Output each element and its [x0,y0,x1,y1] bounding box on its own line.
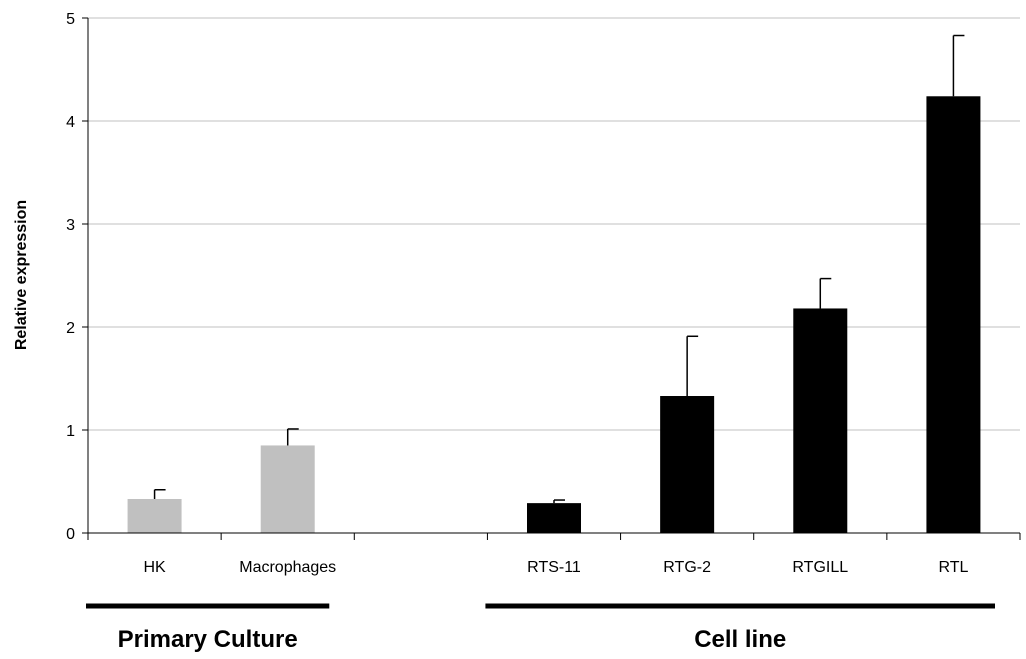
x-tick-label-rtl: RTL [938,559,968,576]
y-axis-title: Relative expression [13,200,30,350]
group-brackets: Primary Culture Cell line [86,603,995,653]
bar-rtl [926,96,981,533]
bars [127,96,981,533]
bar-rts-11 [527,503,581,533]
gridlines [88,17,1020,431]
error-bars [153,34,965,504]
y-tick-label-2: 2 [66,320,75,337]
y-tick-label-4: 4 [66,114,75,131]
x-tick-labels: HK Macrophages RTS-11 RTG-2 RTGILL RTL [143,559,968,576]
bar-rtg-2 [660,396,715,533]
x-tick-label-macrophages: Macrophages [239,559,336,576]
x-tick-label-rtg-2: RTG-2 [663,559,711,576]
y-tick-label-5: 5 [66,11,75,28]
y-tick-labels: 0 1 2 3 4 5 [66,11,75,543]
bar-rtgill [793,308,848,533]
x-tick-label-rts-11: RTS-11 [527,559,581,576]
y-tick-label-3: 3 [66,217,75,234]
x-tick-label-rtgill: RTGILL [792,559,848,576]
bar-macrophages [260,445,315,533]
y-tick-label-0: 0 [66,526,75,543]
bar-hk [127,499,182,533]
axes [82,17,1021,540]
group-label-0: Primary Culture [118,626,298,653]
y-tick-label-1: 1 [66,423,75,440]
x-tick-label-hk: HK [143,559,166,576]
group-label-1: Cell line [694,626,786,653]
